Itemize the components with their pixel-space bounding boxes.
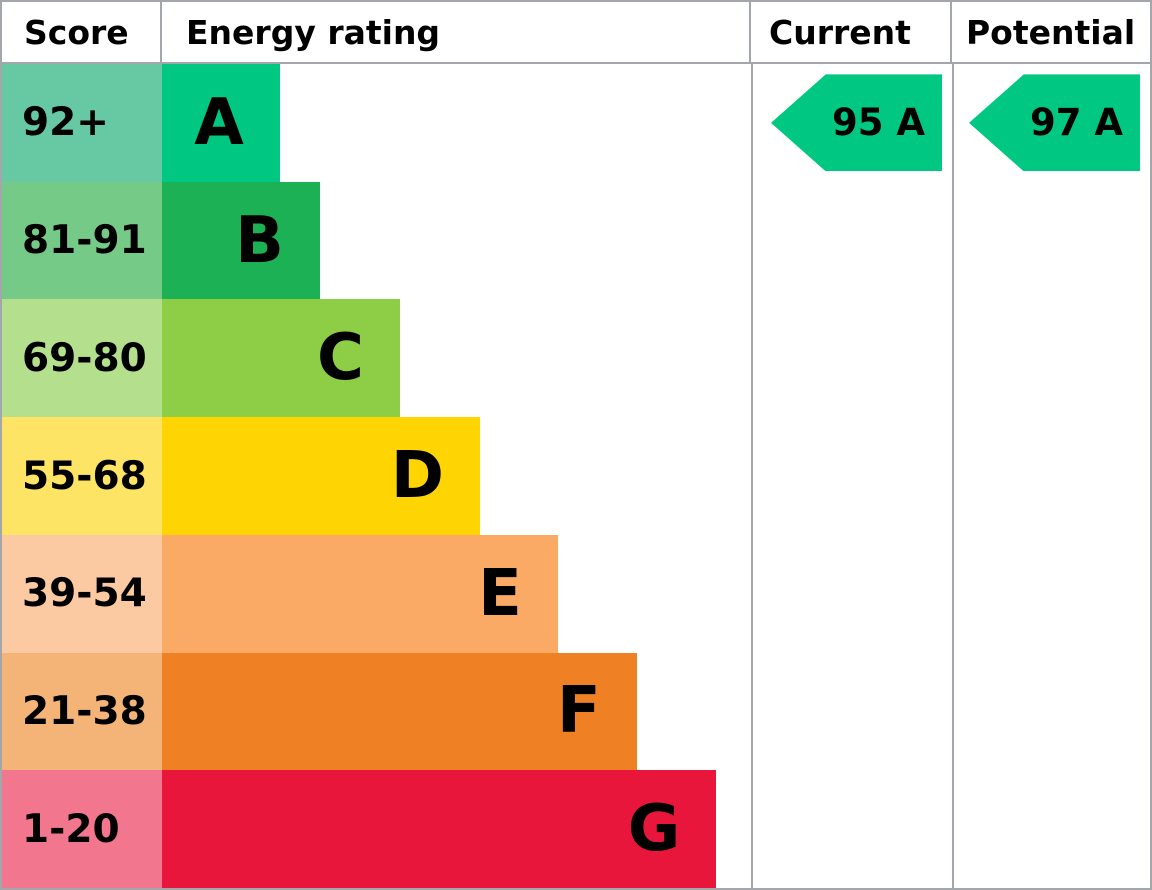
rating-bar-c: C: [162, 299, 400, 418]
current-cell-a: 95 A: [751, 64, 952, 182]
bar-area-a: A: [162, 64, 751, 182]
current-cell-c: [751, 299, 952, 418]
potential-cell-a: 97 A: [952, 64, 1150, 182]
score-range-g: 1-20: [2, 770, 162, 889]
score-range-f: 21-38: [2, 652, 162, 771]
band-letter-e: E: [478, 556, 522, 631]
current-cell-f: [751, 652, 952, 771]
band-row-e: 39-54 E: [2, 534, 1150, 653]
current-cell-g: [751, 770, 952, 889]
rating-bar-a: A: [162, 64, 280, 182]
bar-area-f: F: [162, 652, 751, 771]
chart-body: 92+ A 95 A 97 A 81-91 B: [2, 64, 1150, 889]
bar-area-g: G: [162, 770, 751, 889]
current-rating-arrow: 95 A: [771, 74, 942, 172]
bar-area-e: E: [162, 534, 751, 653]
score-range-d: 55-68: [2, 417, 162, 535]
energy-rating-header: Energy rating: [162, 2, 751, 62]
rating-bar-b: B: [162, 181, 320, 300]
potential-cell-f: [952, 652, 1150, 771]
score-range-e: 39-54: [2, 534, 162, 653]
band-letter-f: F: [557, 674, 601, 749]
rating-bar-e: E: [162, 534, 558, 653]
band-letter-d: D: [390, 439, 445, 514]
current-header: Current: [751, 2, 952, 62]
current-rating-label: 95 A: [831, 101, 925, 145]
score-range-a: 92+: [2, 64, 162, 182]
band-row-a: 92+ A 95 A 97 A: [2, 64, 1150, 182]
band-row-b: 81-91 B: [2, 181, 1150, 300]
potential-cell-b: [952, 181, 1150, 300]
bar-area-c: C: [162, 299, 751, 418]
potential-cell-c: [952, 299, 1150, 418]
band-row-c: 69-80 C: [2, 299, 1150, 418]
header-row: Score Energy rating Current Potential: [2, 2, 1150, 64]
band-row-f: 21-38 F: [2, 652, 1150, 771]
bar-area-b: B: [162, 181, 751, 300]
band-letter-b: B: [235, 203, 284, 278]
current-cell-e: [751, 534, 952, 653]
rating-bar-f: F: [162, 652, 637, 771]
rating-bar-g: G: [162, 770, 717, 889]
potential-header: Potential: [966, 12, 1136, 52]
potential-rating-label: 97 A: [1029, 101, 1123, 145]
potential-cell-e: [952, 534, 1150, 653]
potential-rating-arrow: 97 A: [969, 74, 1140, 172]
band-letter-a: A: [194, 85, 244, 160]
band-letter-g: G: [627, 792, 681, 867]
band-row-g: 1-20 G: [2, 770, 1150, 889]
bar-area-d: D: [162, 417, 751, 535]
current-cell-d: [751, 417, 952, 535]
potential-cell-d: [952, 417, 1150, 535]
band-letter-c: C: [316, 321, 364, 396]
score-range-b: 81-91: [2, 181, 162, 300]
band-row-d: 55-68 D: [2, 417, 1150, 535]
current-cell-b: [751, 181, 952, 300]
rating-bar-d: D: [162, 417, 481, 535]
score-header: Score: [2, 2, 162, 62]
potential-cell-g: [952, 770, 1150, 889]
score-range-c: 69-80: [2, 299, 162, 418]
